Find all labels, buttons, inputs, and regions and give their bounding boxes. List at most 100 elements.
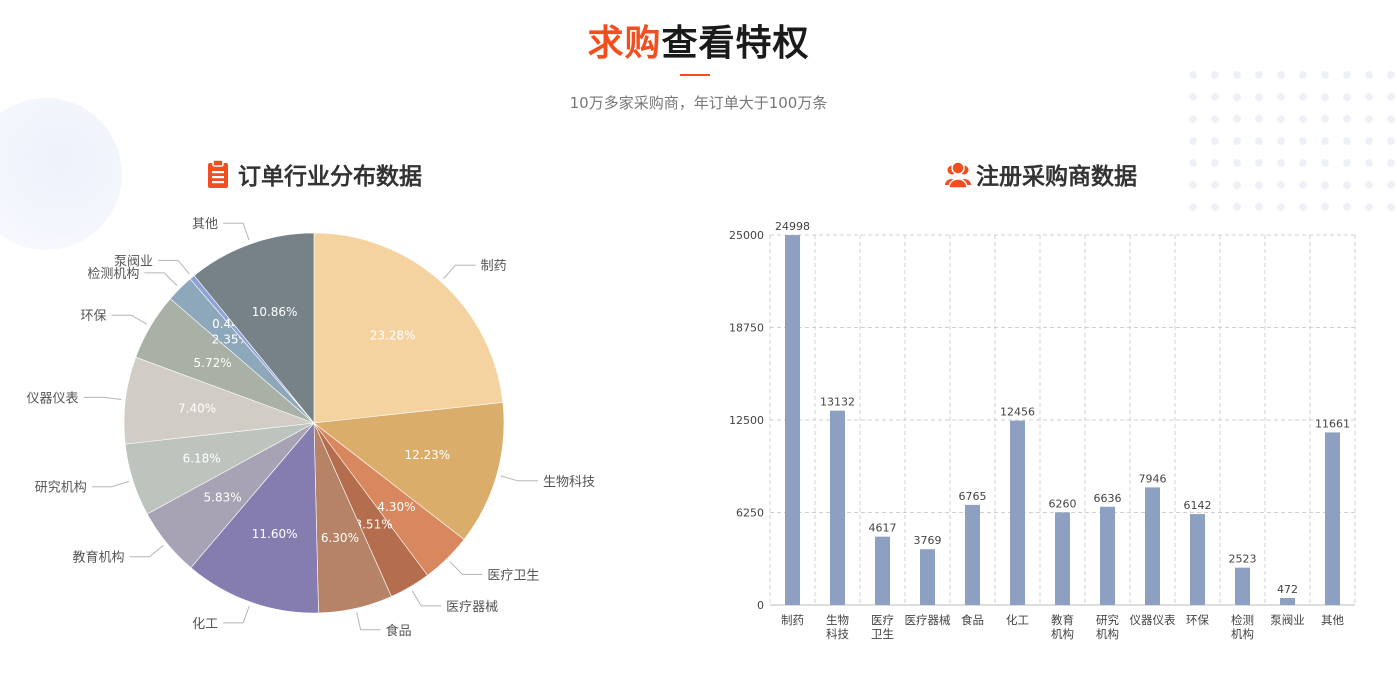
title-underline — [680, 74, 710, 76]
pie-category-label: 教育机构 — [72, 550, 124, 566]
pie-category-label: 研究机构 — [35, 481, 87, 496]
bar-chart: 0 6250 12500 18750 25000 24998 制药 13132 生物科技 4617… — [729, 220, 1356, 641]
pie-leader-line — [91, 480, 130, 488]
x-tick-label: 食品 — [961, 613, 984, 627]
pie-value-label: 10.86% — [252, 305, 298, 319]
bar-value-label: 13132 — [820, 396, 855, 409]
pie-leader-line — [111, 314, 148, 325]
x-tick-label: 泵阀业 — [1270, 613, 1305, 627]
y-tick-label: 12500 — [729, 414, 764, 427]
bar — [965, 504, 980, 605]
pie-value-label: 5.72% — [194, 356, 232, 370]
bar-value-label: 6765 — [959, 490, 987, 503]
bar — [1190, 514, 1205, 605]
bar-value-label: 6260 — [1049, 497, 1077, 510]
x-tick-label: 教育机构 — [1051, 613, 1074, 641]
clipboard-icon — [206, 159, 232, 189]
pie-value-label: 5.83% — [204, 490, 242, 504]
pie-slice — [190, 422, 319, 614]
y-tick-label: 0 — [757, 599, 764, 612]
pie-slice — [313, 232, 504, 424]
pie-category-label: 其他 — [192, 217, 218, 232]
x-tick-label: 研究机构 — [1096, 613, 1119, 641]
pie-category-label: 生物科技 — [543, 475, 595, 490]
pie-category-label: 环保 — [80, 309, 106, 324]
pie-slice — [193, 232, 315, 424]
pie-value-label: 6.30% — [321, 531, 359, 545]
x-tick-label: 生物科技 — [826, 613, 849, 641]
pie-value-label: 23.28% — [370, 328, 416, 342]
page-title-rest: 查看特权 — [661, 23, 810, 64]
users-icon — [944, 159, 971, 189]
pie-category-label: 化工 — [192, 617, 218, 632]
bar-panel-title-text: 注册采购商数据 — [976, 164, 1137, 190]
pie-leader-line — [356, 612, 381, 631]
pie-value-label: 4.30% — [377, 500, 415, 514]
bar — [875, 536, 890, 605]
pie-leader-line — [411, 590, 442, 607]
pie-chart: 23.28% 制药 12.23% 生物科技 4.30% 医疗卫生 3.51% 医疗器械 6.30… — [27, 217, 595, 639]
x-tick-label: 仪器仪表 — [1130, 613, 1176, 627]
x-tick-label: 医疗器械 — [905, 613, 951, 627]
pie-leader-line — [158, 259, 190, 275]
pie-category-label: 医疗卫生 — [487, 568, 539, 583]
pie-leader-line — [83, 396, 122, 401]
page-title-highlight: 求购 — [587, 23, 662, 64]
y-tick-label: 6250 — [736, 507, 764, 520]
pie-category-label: 仪器仪表 — [27, 391, 79, 406]
bar-value-label: 6142 — [1184, 499, 1212, 512]
pie-leader-line — [500, 475, 538, 482]
x-tick-label: 其他 — [1321, 613, 1344, 627]
decorative-circle — [0, 98, 122, 250]
pie-leader-line — [129, 544, 164, 558]
bar-value-label: 4617 — [869, 522, 897, 535]
pie-value-label: 7.40% — [178, 402, 216, 416]
pie-leader-line — [144, 272, 178, 286]
bar-value-label: 24998 — [775, 220, 810, 233]
x-tick-label: 制药 — [781, 613, 804, 627]
bar — [785, 235, 800, 605]
pie-value-label: 11.60% — [252, 527, 298, 541]
bar — [1010, 420, 1025, 605]
bar-panel-title: 注册采购商数据 — [944, 157, 1137, 191]
y-tick-label: 25000 — [729, 229, 764, 242]
page-subtitle: 10万多家采购商，年订单大于100万条 — [569, 94, 828, 112]
x-tick-label: 化工 — [1006, 613, 1029, 627]
pie-leader-line — [443, 264, 476, 279]
pie-leader-line — [223, 605, 250, 624]
pie-category-label: 食品 — [386, 623, 412, 639]
decorative-dot-grid — [1182, 64, 1397, 214]
pie-value-label: 12.23% — [404, 448, 450, 462]
bar-value-label: 2523 — [1229, 553, 1257, 566]
bar — [1055, 512, 1070, 605]
bar — [1325, 432, 1340, 605]
x-tick-label: 环保 — [1186, 613, 1209, 627]
pie-category-label: 医疗器械 — [446, 600, 498, 615]
bar-value-label: 472 — [1277, 583, 1298, 596]
bar-value-label: 6636 — [1094, 492, 1122, 505]
pie-leader-line — [223, 222, 250, 241]
pie-value-label: 3.51% — [354, 518, 392, 532]
bar — [1145, 487, 1160, 605]
bar-value-label: 12456 — [1000, 406, 1035, 419]
bar — [920, 549, 935, 605]
bar-value-label: 7946 — [1139, 472, 1167, 485]
pie-category-label: 制药 — [481, 259, 507, 274]
bar — [1280, 598, 1295, 605]
bar-value-label: 11661 — [1315, 417, 1350, 430]
pie-category-label: 检测机构 — [87, 267, 139, 282]
x-tick-label: 医疗卫生 — [871, 613, 894, 641]
bar — [830, 410, 845, 605]
x-tick-label: 检测机构 — [1231, 613, 1254, 641]
pie-panel-title: 订单行业分布数据 — [206, 157, 422, 191]
pie-panel-title-text: 订单行业分布数据 — [238, 164, 422, 190]
y-tick-label: 18750 — [729, 322, 764, 335]
pie-leader-line — [449, 561, 483, 575]
page-title: 求购查看特权 — [0, 14, 1397, 66]
pie-value-label: 6.18% — [183, 451, 221, 465]
bar — [1100, 506, 1115, 605]
pie-category-label: 泵阀业 — [114, 254, 153, 269]
pie-slice — [313, 402, 505, 540]
bar-value-label: 3769 — [914, 534, 942, 547]
bar — [1235, 567, 1250, 605]
